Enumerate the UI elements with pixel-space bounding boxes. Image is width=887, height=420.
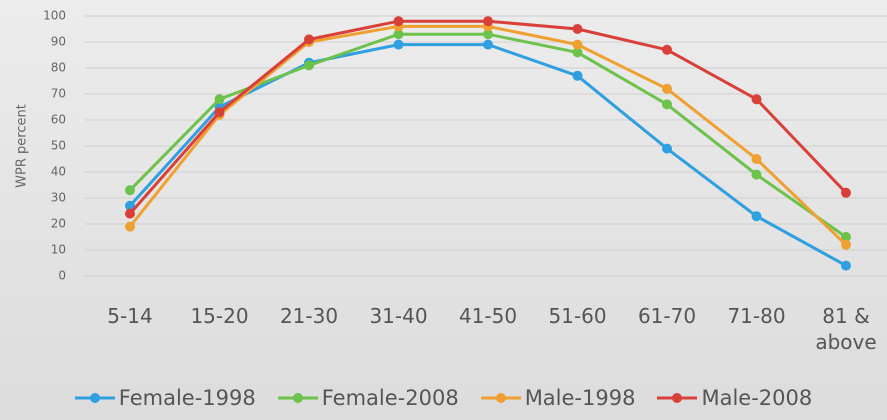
point xyxy=(841,239,851,250)
y-tick-label: 20 xyxy=(51,217,66,231)
point xyxy=(572,39,583,50)
legend-label: Male-2008 xyxy=(701,386,813,410)
point xyxy=(662,99,672,110)
y-tick-label: 50 xyxy=(51,139,66,153)
legend-label: Female-2008 xyxy=(321,386,459,410)
legend: Female-1998 Female-2008 Male-1998 Male-2008 xyxy=(0,386,887,410)
point xyxy=(214,94,225,105)
x-tick-label: 81 & above xyxy=(815,304,877,354)
point xyxy=(751,169,762,180)
x-tick-label: 15-20 xyxy=(190,304,249,328)
y-axis-label: WPR percent xyxy=(15,104,30,188)
legend-item: Male-2008 xyxy=(657,386,812,410)
legend-marker xyxy=(292,393,303,403)
point xyxy=(393,16,404,27)
point xyxy=(662,44,672,55)
y-tick-label: 80 xyxy=(51,61,66,75)
point xyxy=(483,16,493,27)
point xyxy=(125,200,135,211)
point xyxy=(304,34,314,45)
y-tick-label: 90 xyxy=(51,35,66,49)
point xyxy=(751,154,762,164)
legend-item: Female-1998 xyxy=(74,386,256,410)
y-tick-label: 40 xyxy=(51,165,66,179)
point xyxy=(572,24,583,34)
point xyxy=(393,29,404,40)
legend-swatch xyxy=(277,393,318,403)
legend-item: Male-1998 xyxy=(480,386,636,410)
y-tick-label: 30 xyxy=(51,191,66,205)
legend-label: Male-1998 xyxy=(524,386,636,410)
x-tick-label: 41-50 xyxy=(458,304,518,328)
legend-swatch xyxy=(480,393,521,403)
point xyxy=(751,94,762,105)
plot: WPR percent 0 10 20 30 40 50 60 70 80 90 100 xyxy=(15,9,887,283)
line xyxy=(128,24,848,246)
y-tick-label: 0 xyxy=(58,269,66,283)
y-tick-label: 10 xyxy=(51,243,66,257)
line xyxy=(128,32,847,239)
legend-swatch xyxy=(657,393,698,403)
point xyxy=(483,39,493,50)
y-tick-label: 60 xyxy=(51,113,66,127)
x-tick-label: 61-70 xyxy=(637,304,697,328)
x-tick-label: 71-80 xyxy=(727,304,786,328)
y-tick-label: 100 xyxy=(43,9,66,23)
legend-marker xyxy=(495,393,506,403)
line xyxy=(128,43,847,267)
x-tick-label: 21-30 xyxy=(279,304,339,328)
line xyxy=(128,19,848,215)
y-tick-label: 70 xyxy=(51,87,66,101)
point xyxy=(662,143,672,154)
point xyxy=(841,260,851,271)
point xyxy=(572,70,583,81)
legend-marker xyxy=(672,393,683,403)
legend-swatch xyxy=(74,393,115,403)
point xyxy=(841,187,851,198)
legend-marker xyxy=(89,393,100,403)
point xyxy=(393,39,404,50)
point xyxy=(125,221,135,232)
point xyxy=(662,83,672,94)
x-tick-label: 51-60 xyxy=(548,304,607,328)
legend-label: Female-1998 xyxy=(118,386,256,410)
x-tick-label: 31-40 xyxy=(369,304,428,328)
point xyxy=(304,60,314,71)
point xyxy=(751,211,762,222)
point xyxy=(841,232,851,242)
point xyxy=(214,107,225,118)
x-tick-label: 5-14 xyxy=(107,304,153,328)
point xyxy=(125,185,135,196)
point xyxy=(483,29,493,40)
legend-item: Female-2008 xyxy=(277,386,459,410)
point xyxy=(572,47,583,58)
point xyxy=(125,208,135,219)
